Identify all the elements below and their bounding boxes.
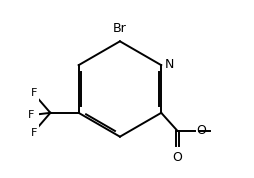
Text: O: O [172,151,182,164]
Text: O: O [196,124,206,137]
Text: Br: Br [113,22,127,35]
Text: N: N [165,58,174,71]
Text: F: F [28,110,34,120]
Text: F: F [31,88,38,98]
Text: F: F [31,127,38,137]
